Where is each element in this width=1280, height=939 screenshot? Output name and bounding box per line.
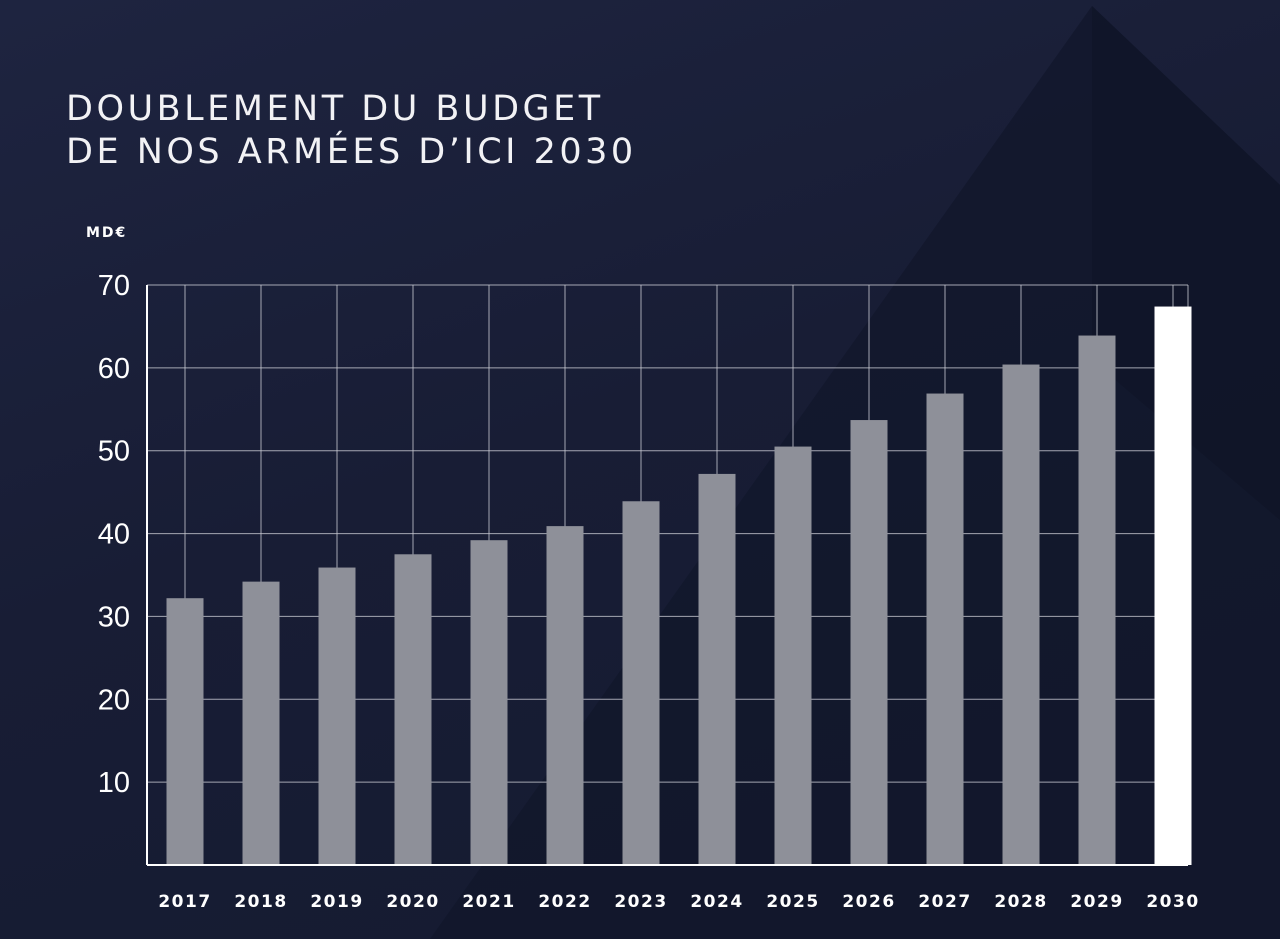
chart-title-line-1: DOUBLEMENT DU BUDGET [66, 89, 604, 129]
x-tick-label-2022: 2022 [538, 892, 591, 912]
chart-title-line-2: DE NOS ARMÉES D’ICI 2030 [66, 132, 637, 172]
axes [146, 285, 1188, 866]
bar-2028 [1002, 364, 1040, 865]
x-tick-label-2025: 2025 [766, 892, 819, 912]
y-tick-label-40: 40 [98, 519, 130, 551]
y-tick-label-50: 50 [98, 436, 130, 468]
bars [166, 306, 1192, 865]
bar-2029 [1078, 335, 1116, 865]
x-tick-label-2027: 2027 [918, 892, 971, 912]
x-axis-ticks: 2017 2018 2019 2020 2021 2022 2023 2024 2025 2026… [158, 892, 1199, 912]
bar-2030 [1154, 306, 1192, 865]
y-tick-label-20: 20 [98, 684, 130, 716]
y-tick-label-30: 30 [98, 601, 130, 633]
bar-2022 [546, 526, 584, 865]
x-tick-label-2028: 2028 [994, 892, 1047, 912]
x-tick-label-2018: 2018 [234, 892, 287, 912]
x-tick-label-2019: 2019 [310, 892, 363, 912]
bar-2017 [166, 598, 204, 865]
x-tick-label-2023: 2023 [614, 892, 667, 912]
bar-2021 [470, 540, 508, 865]
x-tick-label-2021: 2021 [462, 892, 515, 912]
bar-2025 [774, 446, 812, 865]
bar-2026 [850, 420, 888, 865]
x-tick-label-2029: 2029 [1070, 892, 1123, 912]
bar-2023 [622, 501, 660, 865]
y-tick-label-70: 70 [98, 270, 130, 302]
chart-title: DOUBLEMENT DU BUDGET DE NOS ARMÉES D’ICI… [66, 88, 637, 174]
bar-2024 [698, 473, 736, 865]
x-tick-label-2020: 2020 [386, 892, 439, 912]
y-axis-unit-label: MD€ [86, 225, 127, 241]
bar-2019 [318, 567, 356, 865]
x-tick-label-2024: 2024 [690, 892, 743, 912]
x-tick-label-2017: 2017 [158, 892, 211, 912]
y-axis-ticks: 10 20 30 40 50 60 70 [98, 270, 130, 799]
x-tick-label-2030: 2030 [1146, 892, 1199, 912]
bar-2018 [242, 581, 280, 865]
bar-2020 [394, 554, 432, 865]
y-tick-label-60: 60 [98, 353, 130, 385]
bar-2027 [926, 393, 964, 865]
y-tick-label-10: 10 [98, 767, 130, 799]
x-tick-label-2026: 2026 [842, 892, 895, 912]
